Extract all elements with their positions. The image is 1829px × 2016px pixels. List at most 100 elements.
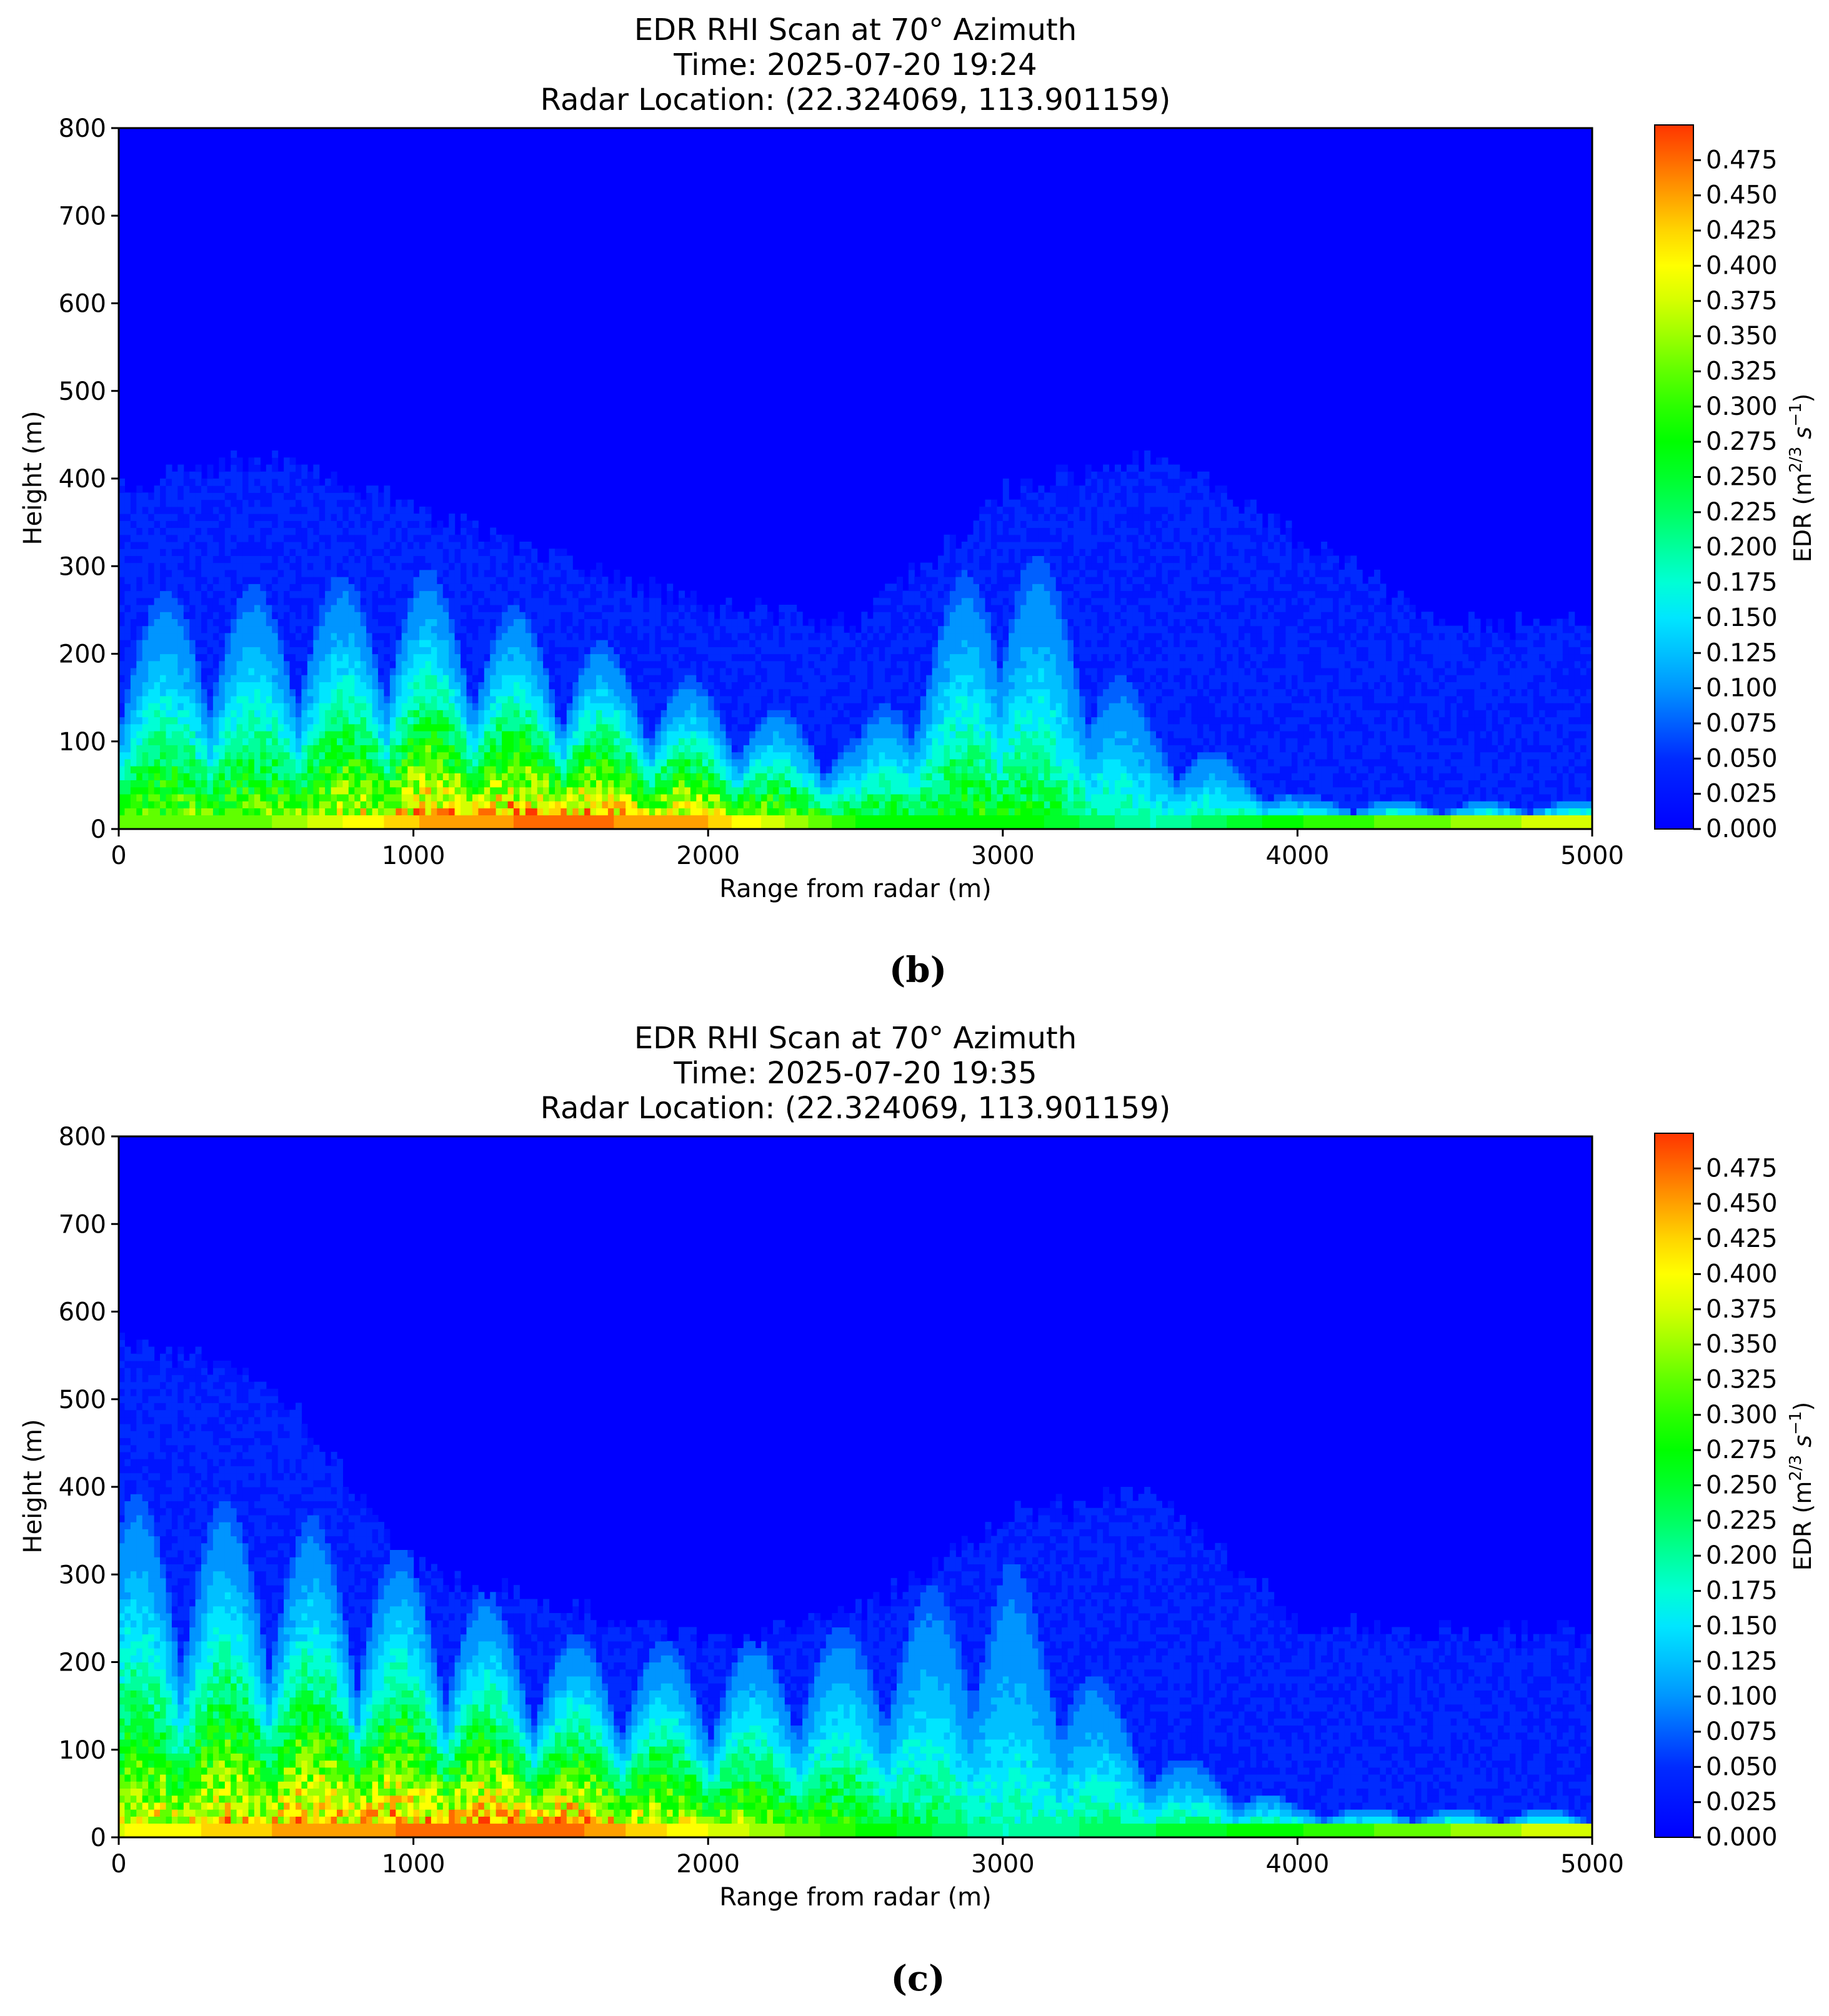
heatmap-cell xyxy=(124,499,131,507)
heatmap-cell xyxy=(207,583,214,592)
heatmap-cell xyxy=(207,745,214,753)
heatmap-cell xyxy=(366,688,373,697)
heatmap-cell xyxy=(490,653,497,662)
heatmap-cell xyxy=(737,717,744,725)
heatmap-cell xyxy=(166,479,172,486)
heatmap-cell xyxy=(773,632,779,640)
heatmap-cell xyxy=(284,514,291,521)
heatmap-cell xyxy=(171,562,178,570)
heatmap-cell xyxy=(331,479,337,486)
heatmap-cell xyxy=(543,793,550,802)
heatmap-cell xyxy=(189,710,196,718)
heatmap-cell xyxy=(496,801,502,808)
heatmap-cell xyxy=(525,695,532,703)
heatmap-cell xyxy=(337,499,343,507)
heatmap-cell xyxy=(384,520,391,529)
heatmap-cell xyxy=(142,647,149,655)
heatmap-cell xyxy=(384,801,391,808)
heatmap-cell xyxy=(749,787,756,795)
heatmap-cell xyxy=(207,597,214,605)
heatmap-cell xyxy=(166,717,172,725)
heatmap-cell xyxy=(490,612,497,619)
heatmap-cell xyxy=(319,787,326,795)
heatmap-cell xyxy=(331,577,337,584)
heatmap-cell xyxy=(478,745,485,753)
heatmap-cell xyxy=(195,534,202,542)
heatmap-cell xyxy=(401,808,408,816)
heatmap-cell xyxy=(119,653,125,662)
heatmap-cell xyxy=(354,514,361,521)
heatmap-cell xyxy=(478,815,485,823)
heatmap-cell xyxy=(389,730,396,738)
heatmap-cell xyxy=(231,647,237,655)
heatmap-cell xyxy=(490,793,497,802)
heatmap-cell xyxy=(248,632,255,640)
heatmap-cell xyxy=(171,815,178,823)
heatmap-cell xyxy=(737,688,744,697)
heatmap-cell xyxy=(461,527,467,535)
heatmap-cell xyxy=(360,745,367,753)
heatmap-cell xyxy=(124,793,131,802)
heatmap-cell xyxy=(171,632,178,640)
heatmap-cell xyxy=(342,675,349,682)
heatmap-cell xyxy=(572,618,579,627)
heatmap-cell xyxy=(219,815,226,823)
heatmap-cell xyxy=(525,625,532,633)
heatmap-cell xyxy=(431,801,437,808)
heatmap-cell xyxy=(660,730,667,738)
heatmap-cell xyxy=(378,793,384,802)
heatmap-cell xyxy=(755,688,762,697)
heatmap-cell xyxy=(154,590,161,598)
heatmap-cell xyxy=(572,710,579,718)
heatmap-cell xyxy=(289,457,296,465)
heatmap-cell xyxy=(277,815,284,823)
heatmap-cell xyxy=(761,695,768,703)
heatmap-cell xyxy=(236,534,243,542)
heatmap-cell xyxy=(425,597,432,605)
heatmap-cell xyxy=(342,555,349,564)
heatmap-cell xyxy=(296,766,302,773)
heatmap-cell xyxy=(584,618,591,627)
heatmap-cell xyxy=(631,675,638,682)
heatmap-cell xyxy=(484,688,491,697)
heatmap-cell xyxy=(384,710,391,718)
heatmap-cell xyxy=(714,717,720,725)
heatmap-cell xyxy=(119,542,125,549)
heatmap-cell xyxy=(396,583,402,592)
heatmap-cell xyxy=(566,745,573,753)
heatmap-cell xyxy=(119,479,125,486)
heatmap-cell xyxy=(160,758,166,767)
heatmap-cell xyxy=(543,640,550,647)
heatmap-cell xyxy=(337,745,343,753)
heatmap-cell xyxy=(502,703,509,710)
heatmap-cell xyxy=(425,527,432,535)
heatmap-cell xyxy=(160,660,166,668)
heatmap-cell xyxy=(207,653,214,662)
heatmap-cell xyxy=(378,590,384,598)
heatmap-cell xyxy=(389,625,396,633)
heatmap-cell xyxy=(578,730,585,738)
heatmap-cell xyxy=(607,618,614,627)
heatmap-cell xyxy=(124,766,131,773)
heatmap-cell xyxy=(277,569,284,577)
heatmap-cell xyxy=(242,605,249,612)
heatmap-cell xyxy=(625,625,632,633)
heatmap-cell xyxy=(755,745,762,753)
heatmap-cell xyxy=(690,808,697,816)
heatmap-cell xyxy=(655,660,662,668)
heatmap-cell xyxy=(413,766,420,773)
heatmap-cell xyxy=(154,583,161,592)
heatmap-cell xyxy=(313,745,320,753)
heatmap-cell xyxy=(201,542,207,549)
heatmap-cell xyxy=(525,773,532,780)
heatmap-cell xyxy=(354,549,361,556)
heatmap-cell xyxy=(484,780,491,788)
heatmap-cell xyxy=(549,758,556,767)
heatmap-cell xyxy=(437,787,444,795)
heatmap-cell xyxy=(231,549,237,556)
heatmap-cell xyxy=(378,549,384,556)
heatmap-cell xyxy=(478,710,485,718)
heatmap-cell xyxy=(614,738,620,745)
heatmap-cell xyxy=(160,555,166,564)
heatmap-cell xyxy=(313,590,320,598)
